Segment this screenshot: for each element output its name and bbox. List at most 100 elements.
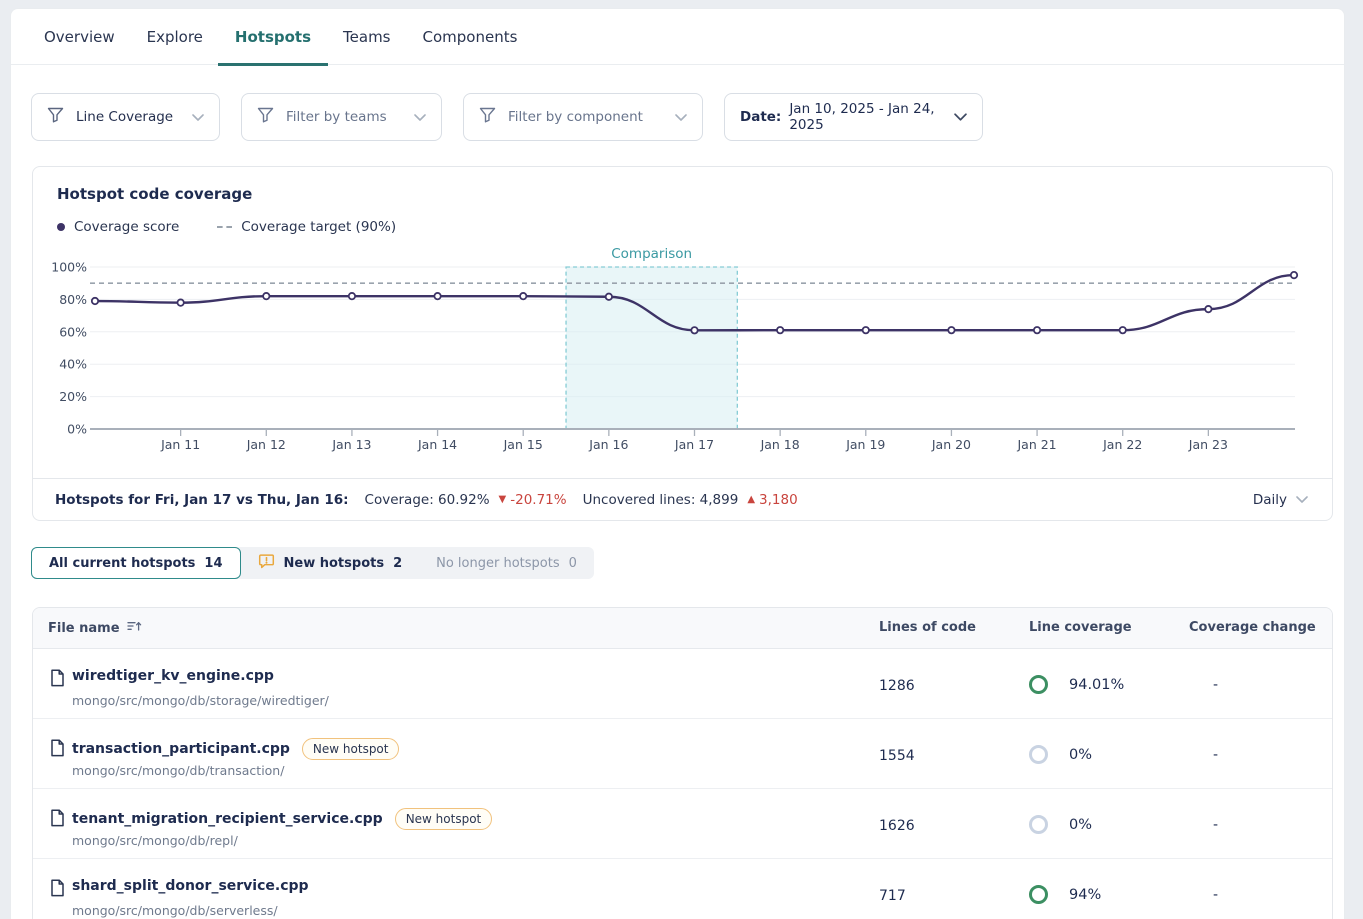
metric-filter-dropdown[interactable]: Line Coverage <box>31 93 220 141</box>
coverage-value: Coverage: 60.92% <box>365 492 490 508</box>
file-name[interactable]: shard_split_donor_service.cpp <box>72 878 309 894</box>
file-path: mongo/src/mongo/db/storage/wiredtiger/ <box>72 693 329 708</box>
uncovered-lines-delta: 3,180 <box>759 492 798 508</box>
segment-no-longer-hotspots[interactable]: No longer hotspots 0 <box>419 547 594 579</box>
file-name[interactable]: tenant_migration_recipient_service.cpp <box>72 811 383 827</box>
coverage-change-value: - <box>1213 747 1218 763</box>
teams-filter-dropdown[interactable]: Filter by teams <box>241 93 442 141</box>
coverage-change-value: - <box>1213 887 1218 903</box>
svg-text:Jan 23: Jan 23 <box>1188 437 1228 452</box>
lines-of-code-value: 1286 <box>879 678 915 694</box>
column-header-file-name[interactable]: File name <box>48 620 142 636</box>
segment-count: 0 <box>569 556 577 571</box>
tab-teams[interactable]: Teams <box>343 9 390 65</box>
chevron-down-icon <box>1296 496 1308 503</box>
coverage-ring <box>1029 815 1048 834</box>
svg-text:40%: 40% <box>59 357 87 372</box>
column-label: File name <box>48 621 120 636</box>
svg-text:Jan 14: Jan 14 <box>417 437 457 452</box>
chevron-down-icon <box>192 114 204 121</box>
tab-explore[interactable]: Explore <box>147 9 203 65</box>
legend-coverage-score-label: Coverage score <box>74 219 179 235</box>
coverage-ring <box>1029 675 1048 694</box>
lines-of-code-value: 717 <box>879 888 906 904</box>
line-coverage-value: 94% <box>1069 887 1101 903</box>
file-icon <box>50 669 65 691</box>
tab-hotspots[interactable]: Hotspots <box>235 9 311 65</box>
svg-text:Jan 17: Jan 17 <box>674 437 714 452</box>
coverage-line-chart: ComparisonJan 11Jan 12Jan 13Jan 14Jan 15… <box>33 242 1332 467</box>
coverage-change-value: - <box>1213 677 1218 693</box>
arrow-down-icon: ▼ <box>499 494 507 505</box>
svg-text:60%: 60% <box>59 324 87 339</box>
segment-all-current-hotspots[interactable]: All current hotspots 14 <box>31 547 241 579</box>
hotspots-table: File name Lines of code Line coverage Co… <box>32 607 1333 919</box>
funnel-icon <box>47 107 64 127</box>
segment-label: New hotspots <box>284 556 385 571</box>
column-header-coverage-change[interactable]: Coverage change <box>1189 620 1316 635</box>
file-icon <box>50 879 65 901</box>
legend-dot-icon <box>57 223 65 231</box>
new-hotspot-badge: New hotspot <box>302 738 400 760</box>
main-panel: Overview Explore Hotspots Teams Componen… <box>10 8 1345 919</box>
svg-text:100%: 100% <box>51 260 87 275</box>
file-path: mongo/src/mongo/db/serverless/ <box>72 903 278 918</box>
tab-components[interactable]: Components <box>423 9 518 65</box>
svg-text:Jan 18: Jan 18 <box>760 437 800 452</box>
component-filter-label: Filter by component <box>508 109 643 125</box>
table-row[interactable]: wiredtiger_kv_engine.cpp mongo/src/mongo… <box>33 649 1332 719</box>
date-range-value: Jan 10, 2025 - Jan 24, 2025 <box>789 101 949 133</box>
svg-text:20%: 20% <box>59 389 87 404</box>
date-label: Date: <box>740 109 781 125</box>
line-coverage-value: 0% <box>1069 817 1092 833</box>
column-header-lines-of-code[interactable]: Lines of code <box>879 620 976 635</box>
chart-title: Hotspot code coverage <box>57 185 252 203</box>
comparison-summary-title: Hotspots for Fri, Jan 17 vs Thu, Jan 16: <box>55 492 349 508</box>
filter-bar: Line Coverage Filter by teams Filter by … <box>31 93 1344 141</box>
hotspot-tabs: All current hotspots 14 New hotspots 2 N… <box>31 547 594 579</box>
legend-coverage-score: Coverage score <box>57 219 179 235</box>
arrow-up-icon: ▲ <box>747 494 755 505</box>
table-header: File name Lines of code Line coverage Co… <box>33 608 1332 649</box>
file-name[interactable]: wiredtiger_kv_engine.cpp <box>72 668 274 684</box>
table-row[interactable]: transaction_participant.cpp New hotspot … <box>33 719 1332 789</box>
segment-label: No longer hotspots <box>436 556 559 571</box>
lines-of-code-value: 1554 <box>879 748 915 764</box>
file-icon <box>50 809 65 831</box>
segment-new-hotspots[interactable]: New hotspots 2 <box>241 547 420 579</box>
chevron-down-icon <box>675 114 687 121</box>
tab-overview[interactable]: Overview <box>44 9 115 65</box>
teams-filter-label: Filter by teams <box>286 109 387 125</box>
line-coverage-value: 94.01% <box>1069 677 1124 693</box>
segment-count: 14 <box>204 556 222 571</box>
funnel-icon <box>479 107 496 127</box>
legend-coverage-target-label: Coverage target (90%) <box>241 219 396 235</box>
chart-legend: Coverage score Coverage target (90%) <box>57 219 396 235</box>
table-row[interactable]: tenant_migration_recipient_service.cpp N… <box>33 789 1332 859</box>
component-filter-dropdown[interactable]: Filter by component <box>463 93 703 141</box>
svg-text:Jan 19: Jan 19 <box>845 437 885 452</box>
svg-text:Jan 11: Jan 11 <box>160 437 200 452</box>
new-hotspot-badge: New hotspot <box>395 808 493 830</box>
metric-filter-label: Line Coverage <box>76 109 173 125</box>
uncovered-lines-value: Uncovered lines: 4,899 <box>583 492 739 508</box>
svg-text:Jan 20: Jan 20 <box>931 437 971 452</box>
svg-text:Comparison: Comparison <box>611 246 692 262</box>
date-range-dropdown[interactable]: Date: Jan 10, 2025 - Jan 24, 2025 <box>724 93 983 141</box>
segment-label: All current hotspots <box>49 556 195 571</box>
file-name[interactable]: transaction_participant.cpp <box>72 741 290 757</box>
alert-bubble-icon <box>258 553 275 574</box>
legend-dash-icon <box>217 226 232 228</box>
top-nav: Overview Explore Hotspots Teams Componen… <box>11 9 1344 65</box>
sort-ascending-icon[interactable] <box>127 620 142 636</box>
granularity-dropdown[interactable]: Daily <box>1253 492 1308 508</box>
svg-text:Jan 22: Jan 22 <box>1102 437 1142 452</box>
table-row[interactable]: shard_split_donor_service.cpp mongo/src/… <box>33 859 1332 919</box>
svg-text:0%: 0% <box>67 422 87 437</box>
svg-text:Jan 12: Jan 12 <box>246 437 286 452</box>
hotspot-coverage-card: Hotspot code coverage Coverage score Cov… <box>32 166 1333 521</box>
chevron-down-icon <box>954 113 967 121</box>
coverage-ring <box>1029 885 1048 904</box>
column-header-line-coverage[interactable]: Line coverage <box>1029 620 1132 635</box>
coverage-delta: -20.71% <box>510 492 566 508</box>
